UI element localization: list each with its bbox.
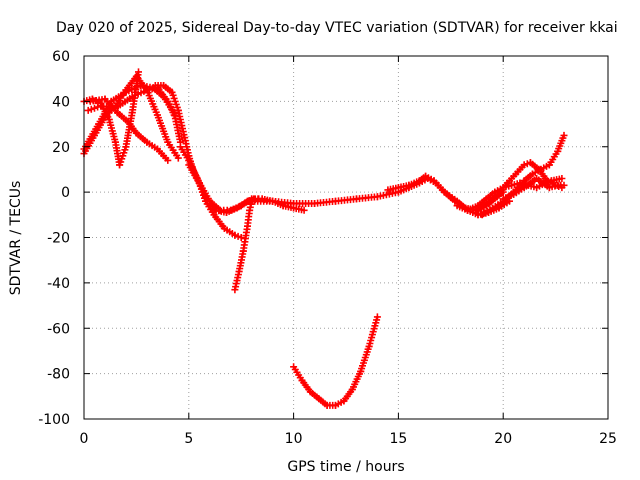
x-tick-label: 5 (184, 431, 193, 447)
x-tick-label: 20 (494, 431, 512, 447)
data-point (94, 103, 102, 111)
chart-title: Day 020 of 2025, Sidereal Day-to-day VTE… (56, 20, 618, 36)
x-tick-label: 0 (80, 431, 89, 447)
series-track-p (290, 313, 381, 409)
series-group (80, 68, 568, 409)
data-point (373, 313, 381, 321)
data-point (174, 154, 182, 162)
x-tick-label: 25 (599, 431, 617, 447)
data-point (164, 156, 172, 164)
y-tick-label: -60 (47, 321, 70, 337)
data-point (135, 68, 142, 76)
y-tick-label: -100 (38, 412, 70, 428)
y-tick-label: -40 (47, 276, 70, 292)
series-track-m (472, 159, 566, 216)
data-point (170, 111, 178, 119)
data-point (231, 231, 239, 239)
data-point (560, 181, 568, 189)
x-axis-label: GPS time / hours (287, 459, 404, 475)
y-tick-label: 40 (52, 94, 70, 110)
grid (84, 56, 608, 419)
series-track-e (86, 95, 172, 164)
data-point (560, 131, 568, 139)
y-tick-label: -20 (47, 231, 70, 247)
y-tick-label: 0 (61, 185, 70, 201)
ticks (83, 55, 609, 420)
y-tick-labels: -100 -80 -60 -40 -20 0 20 40 60 (38, 49, 70, 428)
y-tick-label: 20 (52, 140, 70, 156)
data-point (237, 234, 245, 241)
y-axis-label: SDTVAR / TECUs (8, 181, 24, 296)
data-point (558, 175, 566, 182)
data-point (300, 206, 308, 214)
y-tick-label: 60 (52, 49, 70, 65)
x-tick-label: 15 (389, 431, 407, 447)
series-track-k (384, 172, 513, 219)
y-tick-label: -80 (47, 367, 70, 383)
x-tick-label: 10 (285, 431, 303, 447)
series-track-o (499, 175, 568, 203)
x-tick-labels: 0 5 10 15 20 25 (80, 431, 617, 447)
data-point (87, 105, 95, 113)
